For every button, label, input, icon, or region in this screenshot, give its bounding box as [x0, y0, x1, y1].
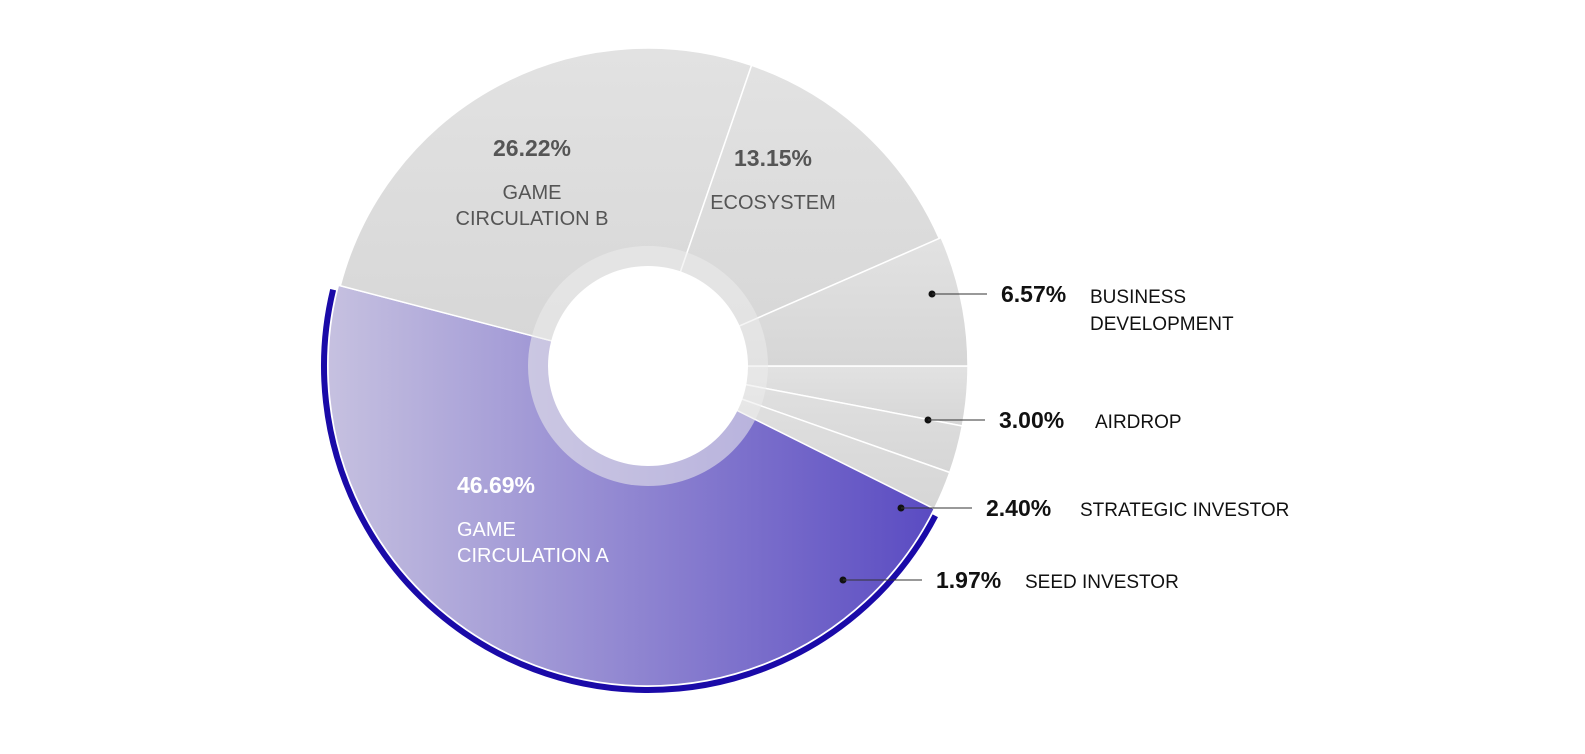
slice-label-business-development-line2: DEVELOPMENT	[1090, 314, 1234, 335]
slice-edge-game-circulation-a	[321, 289, 938, 693]
slice-label-business-development: BUSINESS	[1090, 287, 1186, 308]
pct-label-business-development: 6.57%	[1001, 281, 1066, 307]
slice-label-game-circulation-b: GAME	[503, 182, 562, 204]
pct-label-game-circulation-a: 46.69%	[457, 472, 535, 498]
pct-label-strategic-investor: 2.40%	[986, 495, 1051, 521]
pct-label-airdrop: 3.00%	[999, 407, 1064, 433]
slice-label-airdrop: AIRDROP	[1095, 412, 1182, 433]
donut-hole	[548, 266, 748, 466]
slice-game-circulation-a	[327, 284, 936, 687]
slice-label-game-circulation-b-line2: CIRCULATION B	[456, 208, 609, 230]
slice-label-game-circulation-a: GAME	[457, 519, 516, 541]
pct-label-ecosystem: 13.15%	[734, 145, 812, 171]
slice-labels: 3.00% AIRDROP 2.40% STRATEGIC INVESTOR 1.97%…	[456, 135, 1290, 593]
slice-label-game-circulation-a-line2: CIRCULATION A	[457, 545, 610, 567]
slice-label-strategic-investor: STRATEGIC INVESTOR	[1080, 500, 1289, 521]
slice-label-ecosystem: ECOSYSTEM	[710, 192, 836, 214]
slice-label-seed-investor: SEED INVESTOR	[1025, 572, 1179, 593]
pct-label-game-circulation-b: 26.22%	[493, 135, 571, 161]
pct-label-seed-investor: 1.97%	[936, 567, 1001, 593]
